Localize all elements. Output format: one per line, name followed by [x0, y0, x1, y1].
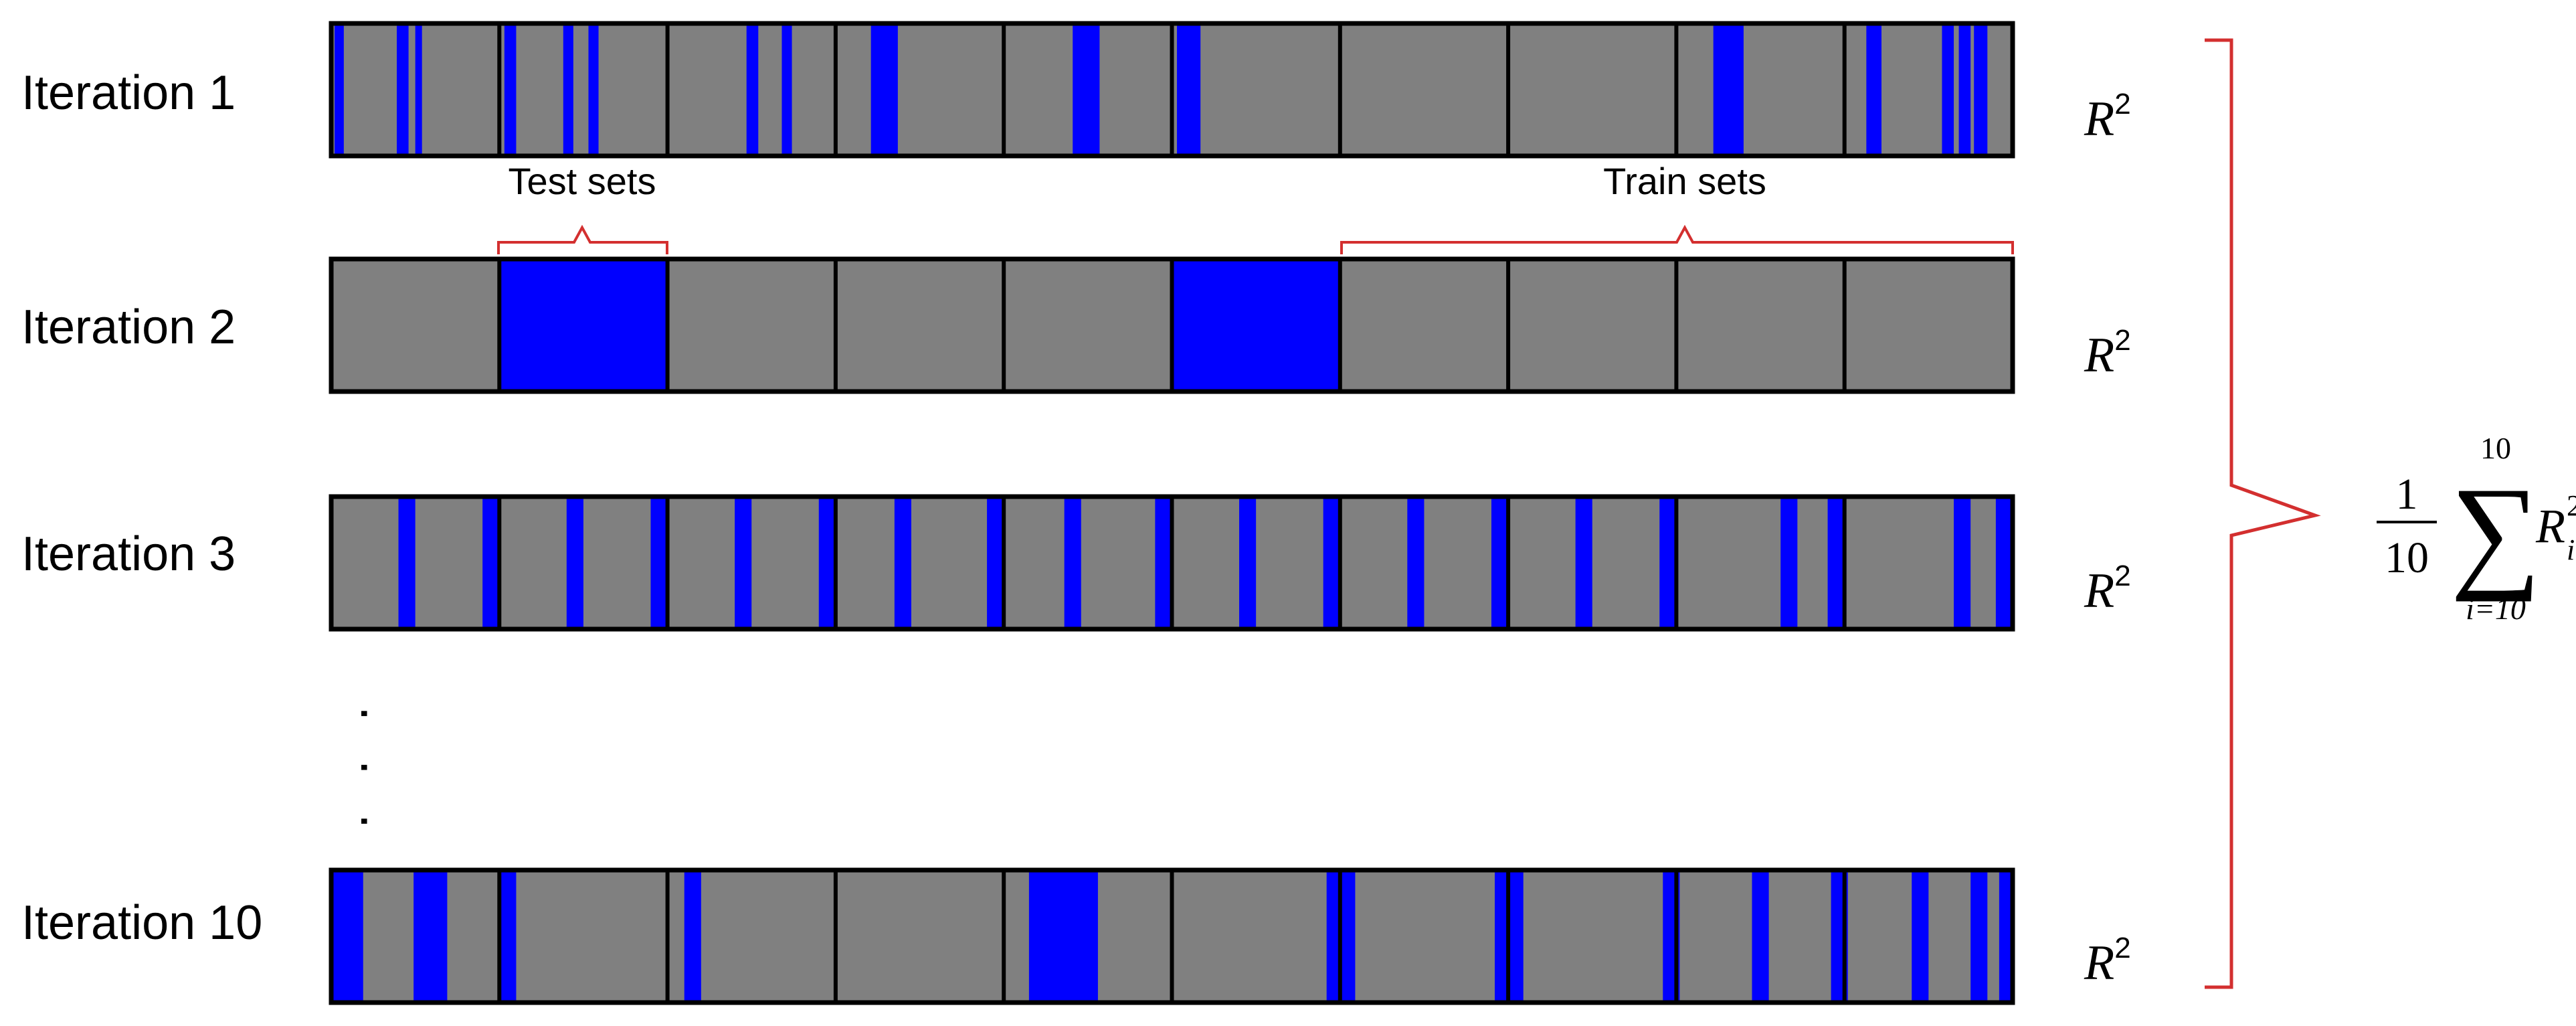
train-bracket-line	[1340, 224, 2014, 254]
average-formula: 1 10 10 ∑ i=10 R 2 i	[2377, 431, 2576, 626]
test-sample-segment	[413, 870, 448, 1003]
test-sample-segment	[1827, 497, 1845, 629]
r2-label-2: R2	[2084, 324, 2131, 383]
bar-outline	[329, 256, 2015, 394]
test-sample-segment	[1340, 870, 1356, 1003]
test-sample-segment	[818, 497, 836, 629]
formula-term-sup: 2	[2567, 489, 2576, 522]
test-sample-segment	[335, 23, 344, 156]
test-sample-segment	[1958, 23, 1971, 156]
test-sample-segment	[746, 23, 759, 156]
test-sample-segment	[1752, 870, 1769, 1003]
test-sample-segment	[482, 497, 500, 629]
iteration-bars	[329, 21, 2015, 1005]
r2-label-3: R2	[2084, 560, 2131, 618]
test-sample-segment	[1974, 23, 1988, 156]
test-sample-segment	[397, 23, 409, 156]
iteration-bar-4	[329, 867, 2015, 1005]
formula-sigma: ∑	[2450, 462, 2541, 602]
aggregate-bracket	[2205, 38, 2321, 989]
test-sample-segment	[1172, 259, 1340, 392]
test-sample-segment	[1912, 870, 1929, 1003]
formula-denominator: 10	[2385, 533, 2429, 582]
row-label-1: Iteration 1	[21, 66, 236, 120]
test-bracket-line	[497, 224, 668, 254]
test-sample-segment	[650, 497, 668, 629]
test-sample-segment	[1239, 497, 1257, 629]
test-sample-segment	[1995, 497, 2013, 629]
test-sample-segment	[1659, 497, 1677, 629]
test-sample-segment	[1999, 870, 2013, 1003]
test-sample-segment	[1326, 870, 1340, 1003]
test-sample-segment	[415, 23, 422, 156]
test-sample-segment	[563, 23, 573, 156]
iteration-bar-3	[329, 494, 2015, 632]
test-sample-segment	[1508, 870, 1524, 1003]
row-label-3: Iteration 3	[21, 527, 236, 581]
test-sample-segment	[1073, 23, 1100, 156]
test-sample-segment	[398, 497, 416, 629]
train-sets-label: Train sets	[1603, 160, 1766, 202]
test-sample-segment	[1064, 497, 1081, 629]
r2-label-10: R2	[2084, 932, 2131, 991]
test-sample-segment	[684, 870, 701, 1003]
iteration-bar-2	[329, 256, 2015, 394]
test-sample-segment	[1407, 497, 1424, 629]
test-sample-segment	[987, 497, 1004, 629]
formula-sum-upper: 10	[2480, 431, 2511, 465]
test-sample-segment	[1028, 870, 1098, 1003]
formula-sum-lower: i=10	[2466, 592, 2526, 626]
test-sample-segment	[870, 23, 898, 156]
test-sample-segment	[588, 23, 599, 156]
r2-label-1: R2	[2084, 88, 2131, 147]
train-sets-bracket: Train sets	[1340, 160, 2014, 254]
test-sample-segment	[1942, 23, 1954, 156]
test-sets-label: Test sets	[509, 160, 656, 202]
test-sample-segment	[1155, 497, 1172, 629]
ellipsis-dots: . . .	[350, 706, 409, 841]
test-sample-segment	[1491, 497, 1509, 629]
test-sample-segment	[1780, 497, 1798, 629]
test-sample-segment	[1970, 870, 1988, 1003]
row-label-10: Iteration 10	[21, 896, 262, 950]
test-sample-segment	[1954, 497, 1971, 629]
test-sample-segment	[1713, 23, 1744, 156]
test-sample-segment	[1177, 23, 1201, 156]
bar-outline	[329, 21, 2015, 159]
test-sample-segment	[781, 23, 792, 156]
test-sample-segment	[499, 870, 517, 1003]
row-label-2: Iteration 2	[21, 301, 236, 354]
test-sample-segment	[1866, 23, 1881, 156]
formula-term: R	[2535, 499, 2565, 553]
test-sample-segment	[331, 870, 363, 1003]
test-sets-bracket: Test sets	[497, 160, 668, 254]
test-sample-segment	[735, 497, 752, 629]
test-sample-segment	[894, 497, 911, 629]
formula-term-sub: i	[2567, 533, 2575, 566]
bar-outline	[329, 867, 2015, 1005]
test-sample-segment	[1323, 497, 1340, 629]
test-sample-segment	[1494, 870, 1509, 1003]
test-sample-segment	[499, 259, 668, 392]
test-sample-segment	[504, 23, 517, 156]
bar-outline	[329, 494, 2015, 632]
test-sample-segment	[566, 497, 583, 629]
iteration-bar-1	[329, 21, 2015, 159]
formula-numerator: 1	[2396, 470, 2418, 519]
test-sample-segment	[1575, 497, 1592, 629]
